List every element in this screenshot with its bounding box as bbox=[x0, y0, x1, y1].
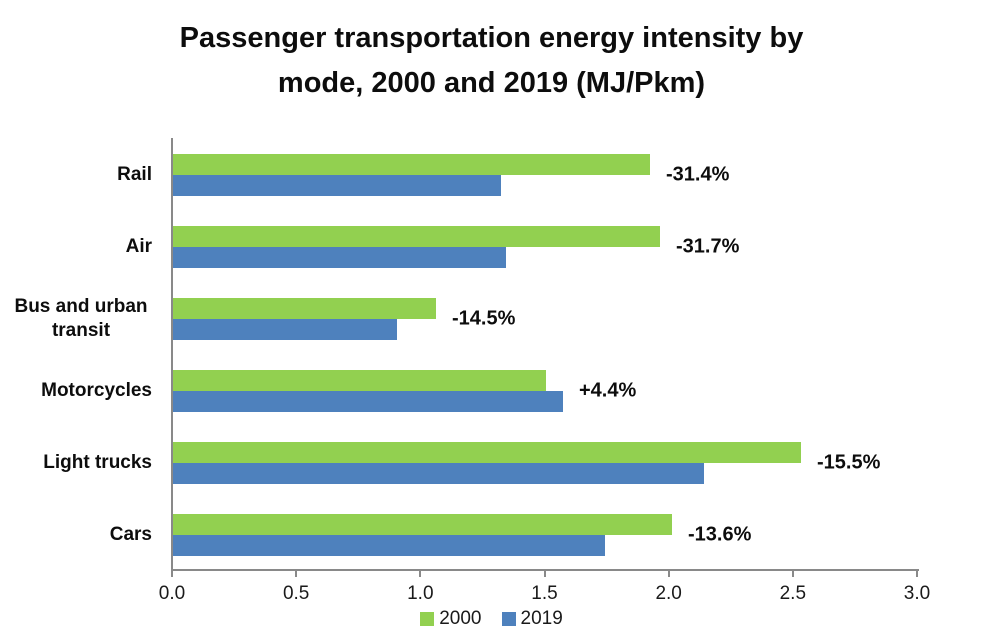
x-axis-tick-mark-0.5 bbox=[295, 571, 298, 577]
x-axis-tick-label-1.0: 1.0 bbox=[407, 583, 434, 604]
bar-2000-air bbox=[173, 226, 660, 247]
legend-item-2000: 2000 bbox=[420, 608, 482, 630]
y-axis-line bbox=[171, 138, 173, 575]
category-label-bus-and-urban-transit: Bus and urban transit bbox=[14, 296, 148, 341]
category-label-air: Air bbox=[125, 236, 152, 257]
x-axis-tick-mark-1.5 bbox=[543, 571, 546, 577]
legend-swatch-2019 bbox=[501, 612, 516, 626]
x-axis-tick-label-1.5: 1.5 bbox=[531, 583, 558, 604]
change-label-bus-and-urban-transit: -14.5% bbox=[452, 307, 516, 330]
category-label-rail: Rail bbox=[117, 164, 152, 185]
change-label-air: -31.7% bbox=[676, 235, 740, 258]
x-axis-line bbox=[171, 569, 919, 571]
legend: 2000 2019 bbox=[0, 604, 983, 634]
chart-title-line2: mode, 2000 and 2019 (MJ/Pkm) bbox=[277, 67, 706, 99]
x-axis-tick-mark-2.5 bbox=[791, 571, 794, 577]
change-label-light-trucks: -15.5% bbox=[817, 451, 881, 474]
x-axis-tick-label-0.5: 0.5 bbox=[282, 583, 310, 604]
chart-title: Passenger transportation energy intensit… bbox=[0, 16, 983, 106]
bar-2000-bus-and-urban-transit bbox=[173, 298, 436, 319]
bar-2019-bus-and-urban-transit bbox=[173, 319, 397, 340]
bar-2019-air bbox=[173, 247, 506, 268]
bar-2019-rail bbox=[173, 175, 501, 196]
category-label-light-trucks: Light trucks bbox=[43, 452, 152, 473]
x-axis-tick-mark-3.0 bbox=[916, 571, 918, 577]
legend-item-2019: 2019 bbox=[501, 608, 563, 630]
change-label-motorcycles: +4.4% bbox=[579, 379, 637, 402]
chart-title-line1: Passenger transportation energy intensit… bbox=[179, 22, 804, 54]
x-axis-tick-label-0.0: 0.0 bbox=[158, 583, 186, 604]
bar-2019-light-trucks bbox=[173, 463, 704, 484]
legend-swatch-2000 bbox=[420, 612, 435, 626]
bar-2000-cars bbox=[173, 514, 672, 535]
change-label-cars: -13.6% bbox=[688, 523, 752, 546]
bar-2000-rail bbox=[173, 154, 650, 175]
x-axis-tick-mark-2.0 bbox=[667, 571, 670, 577]
x-axis-tick-label-2.0: 2.0 bbox=[655, 583, 682, 604]
category-label-cars: Cars bbox=[109, 524, 152, 545]
x-axis-tick-label-2.5: 2.5 bbox=[779, 583, 807, 604]
x-axis-tick-mark-0.0 bbox=[171, 571, 173, 577]
legend-label-2000: 2000 bbox=[439, 608, 482, 629]
x-axis-tick-label-3.0: 3.0 bbox=[903, 583, 931, 604]
bar-2000-motorcycles bbox=[173, 370, 546, 391]
bar-2019-motorcycles bbox=[173, 391, 563, 412]
category-label-motorcycles: Motorcycles bbox=[41, 380, 152, 401]
legend-label-2019: 2019 bbox=[520, 608, 563, 629]
change-label-rail: -31.4% bbox=[666, 163, 730, 186]
bar-2019-cars bbox=[173, 535, 605, 556]
bar-2000-light-trucks bbox=[173, 442, 801, 463]
x-axis-tick-mark-1.0 bbox=[419, 571, 422, 577]
